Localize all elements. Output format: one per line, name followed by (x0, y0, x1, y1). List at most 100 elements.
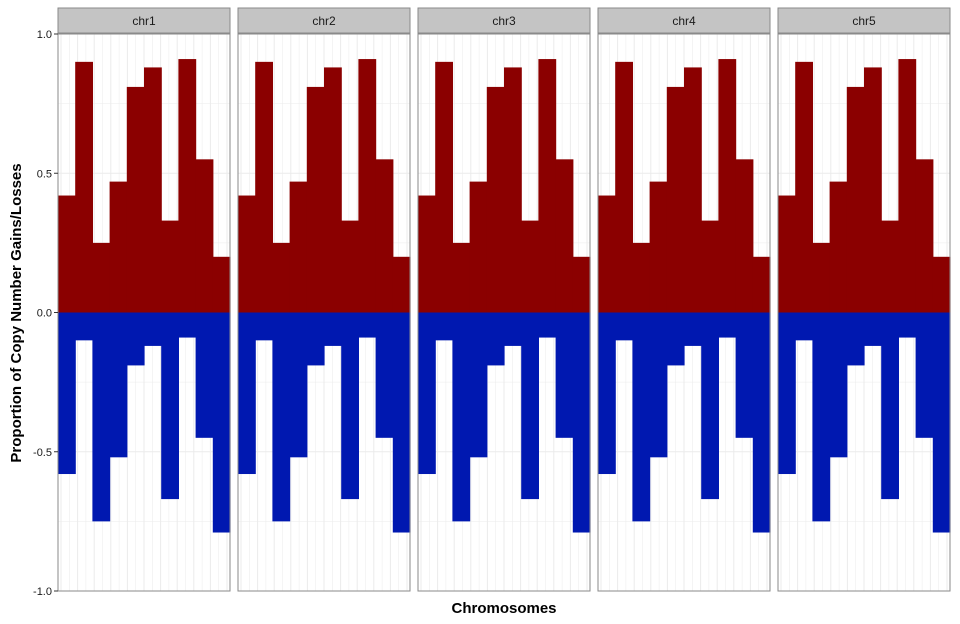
y-axis: 1.0 0.5 0.0 -0.5 -1.0 (33, 29, 58, 598)
bar-gain (735, 159, 754, 313)
bar-loss (684, 312, 702, 346)
bar-loss (632, 312, 651, 522)
bar-loss (795, 312, 813, 341)
y-axis-title: Proportion of Copy Number Gains/Losses (8, 163, 25, 462)
bar-loss (915, 312, 934, 438)
bar-loss (846, 312, 865, 366)
bar-loss (469, 312, 488, 458)
bar-gain (469, 181, 488, 313)
bar-loss (452, 312, 471, 522)
bar-loss (598, 312, 616, 475)
bar-gain (778, 195, 796, 313)
bar-loss (418, 312, 436, 475)
y-tick-label: 1.0 (37, 29, 52, 41)
facet-panel-chr1: chr1 (57, 7, 231, 592)
bar-gain (272, 242, 291, 313)
bar-loss (666, 312, 685, 366)
bar-gain (915, 159, 934, 313)
bar-loss (375, 312, 394, 438)
bar-gain (615, 61, 633, 313)
panel-border (777, 33, 951, 592)
x-axis-title: Chromosomes (451, 600, 556, 617)
bar-loss (392, 312, 411, 533)
bar-loss (126, 312, 145, 366)
bar-loss (58, 312, 76, 475)
bar-loss (932, 312, 951, 533)
bar-loss (92, 312, 111, 522)
facet-strip-label: chr2 (312, 14, 336, 28)
bar-gain (521, 220, 539, 313)
bar-gain (504, 67, 522, 313)
bar-gain (435, 61, 453, 313)
facet-panel-chr5: chr5 (777, 7, 951, 592)
y-tick-label: -1.0 (33, 586, 52, 598)
bar-gain (238, 195, 256, 313)
bar-gain (161, 220, 179, 313)
bar-gain (555, 159, 574, 313)
bar-loss (161, 312, 179, 500)
facet-strip (597, 7, 771, 34)
bar-gain (812, 242, 831, 313)
bar-gain (795, 61, 813, 313)
bar-gain (58, 195, 76, 313)
bar-gain (289, 181, 308, 313)
bar-loss (701, 312, 719, 500)
bar-gain (881, 220, 899, 313)
bar-gain (846, 86, 865, 313)
bar-gain (75, 61, 93, 313)
bar-loss (75, 312, 93, 341)
facet-panel-chr2: chr2 (237, 7, 411, 592)
panel-border (237, 33, 411, 592)
bar-loss (898, 312, 917, 338)
facet-panels: chr1 chr2 chr3 chr4 chr5 (57, 7, 951, 592)
facet-strip (237, 7, 411, 34)
bar-gain (144, 67, 162, 313)
bar-gain (932, 256, 951, 313)
bar-gain (195, 159, 214, 313)
bar-gain (178, 59, 197, 313)
bar-gain (632, 242, 651, 313)
bar-loss (178, 312, 197, 338)
bar-gain (649, 181, 668, 313)
bar-gain (306, 86, 325, 313)
bar-loss (195, 312, 214, 438)
facet-strip (57, 7, 231, 34)
facet-strip-label: chr5 (852, 14, 876, 28)
bar-loss (521, 312, 539, 500)
bar-loss (289, 312, 308, 458)
bar-loss (778, 312, 796, 475)
bar-loss (486, 312, 505, 366)
bar-loss (306, 312, 325, 366)
bar-gain (666, 86, 685, 313)
bar-loss (324, 312, 342, 346)
bar-loss (272, 312, 291, 522)
panel-border (417, 33, 591, 592)
bar-gain (392, 256, 411, 313)
bar-loss (812, 312, 831, 522)
bar-loss (238, 312, 256, 475)
facet-strip-label: chr3 (492, 14, 516, 28)
y-tick-label: 0.0 (37, 308, 52, 320)
bar-gain (324, 67, 342, 313)
bar-gain (829, 181, 848, 313)
bar-gain (572, 256, 591, 313)
bar-loss (735, 312, 754, 438)
bar-gain (864, 67, 882, 313)
bar-gain (418, 195, 436, 313)
bar-gain (126, 86, 145, 313)
bar-gain (538, 59, 557, 313)
y-tick-label: 0.5 (37, 168, 52, 180)
y-tick-label: -0.5 (33, 447, 52, 459)
facet-strip-label: chr1 (132, 14, 156, 28)
bar-gain (701, 220, 719, 313)
bar-gain (341, 220, 359, 313)
bar-gain (92, 242, 111, 313)
bar-loss (615, 312, 633, 341)
bar-gain (375, 159, 394, 313)
bar-loss (864, 312, 882, 346)
bar-loss (255, 312, 273, 341)
facet-strip (777, 7, 951, 34)
bar-loss (538, 312, 557, 338)
bar-gain (752, 256, 771, 313)
